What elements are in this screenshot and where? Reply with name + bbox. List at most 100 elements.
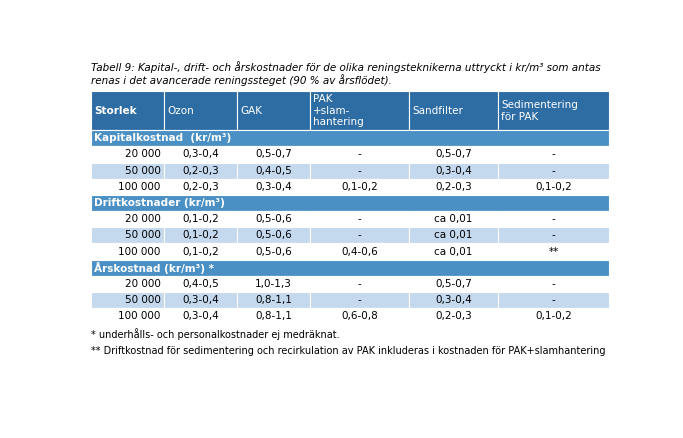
Text: ca 0,01: ca 0,01 <box>434 230 473 240</box>
Text: 50 000: 50 000 <box>125 166 161 176</box>
Text: 1,0-1,3: 1,0-1,3 <box>255 279 292 289</box>
Text: 50 000: 50 000 <box>125 230 161 240</box>
Bar <box>91 162 164 179</box>
Text: 0,5-0,6: 0,5-0,6 <box>255 214 292 224</box>
Bar <box>164 276 237 292</box>
Text: -: - <box>552 295 555 305</box>
Bar <box>310 244 409 260</box>
Text: 50 000: 50 000 <box>125 295 161 305</box>
Bar <box>164 227 237 244</box>
Text: 0,4-0,6: 0,4-0,6 <box>342 247 378 257</box>
Text: -: - <box>358 295 361 305</box>
Bar <box>164 308 237 325</box>
Text: -: - <box>552 149 555 159</box>
Text: 0,3-0,4: 0,3-0,4 <box>182 149 219 159</box>
Text: Kapitalkostnad  (kr/m³): Kapitalkostnad (kr/m³) <box>94 133 231 143</box>
Text: 0,2-0,3: 0,2-0,3 <box>435 182 472 192</box>
Text: 0,5-0,7: 0,5-0,7 <box>435 279 472 289</box>
Text: 0,5-0,6: 0,5-0,6 <box>255 247 292 257</box>
Text: 0,3-0,4: 0,3-0,4 <box>435 295 472 305</box>
Text: 0,2-0,3: 0,2-0,3 <box>182 166 219 176</box>
Bar <box>498 211 609 227</box>
Text: 0,3-0,4: 0,3-0,4 <box>182 295 219 305</box>
Text: ** Driftkostnad för sedimentering och recirkulation av PAK inkluderas i kostnade: ** Driftkostnad för sedimentering och re… <box>91 346 605 357</box>
Bar <box>409 179 498 195</box>
Bar <box>91 292 164 308</box>
Bar <box>310 92 409 130</box>
Bar <box>164 146 237 162</box>
Text: Årskostnad (kr/m³) *: Årskostnad (kr/m³) * <box>94 261 214 274</box>
Bar <box>237 162 310 179</box>
Bar <box>164 162 237 179</box>
Bar <box>91 308 164 325</box>
Bar <box>310 292 409 308</box>
Text: ca 0,01: ca 0,01 <box>434 247 473 257</box>
Text: 0,1-0,2: 0,1-0,2 <box>182 247 219 257</box>
Bar <box>409 244 498 260</box>
Bar <box>409 162 498 179</box>
Bar <box>237 244 310 260</box>
Bar <box>164 211 237 227</box>
Text: 0,6-0,8: 0,6-0,8 <box>342 311 378 321</box>
Text: 0,8-1,1: 0,8-1,1 <box>255 295 292 305</box>
Bar <box>91 146 164 162</box>
Bar <box>237 276 310 292</box>
Bar <box>310 162 409 179</box>
Text: -: - <box>358 166 361 176</box>
Text: 0,1-0,2: 0,1-0,2 <box>342 182 378 192</box>
Text: -: - <box>552 279 555 289</box>
Text: 20 000: 20 000 <box>125 214 161 224</box>
Bar <box>310 211 409 227</box>
Text: 100 000: 100 000 <box>118 311 161 321</box>
Bar <box>91 195 609 211</box>
Bar <box>310 179 409 195</box>
Bar <box>498 92 609 130</box>
Text: Driftkostnader (kr/m³): Driftkostnader (kr/m³) <box>94 198 225 208</box>
Bar <box>409 92 498 130</box>
Text: 0,3-0,4: 0,3-0,4 <box>182 311 219 321</box>
Bar <box>91 244 164 260</box>
Text: 0,4-0,5: 0,4-0,5 <box>255 166 292 176</box>
Bar <box>91 276 164 292</box>
Text: -: - <box>552 166 555 176</box>
Bar <box>237 179 310 195</box>
Text: GAK: GAK <box>240 106 262 116</box>
Bar <box>498 292 609 308</box>
Text: 0,1-0,2: 0,1-0,2 <box>535 311 572 321</box>
Text: * underhålls- och personalkostnader ej medräknat.: * underhålls- och personalkostnader ej m… <box>91 328 339 340</box>
Text: Sandfilter: Sandfilter <box>412 106 463 116</box>
Text: -: - <box>358 279 361 289</box>
Bar <box>91 227 164 244</box>
Text: -: - <box>552 214 555 224</box>
Text: 0,8-1,1: 0,8-1,1 <box>255 311 292 321</box>
Text: **: ** <box>548 247 559 257</box>
Text: 100 000: 100 000 <box>118 182 161 192</box>
Text: renas i det avancerade reningssteget (90 % av årsflödet).: renas i det avancerade reningssteget (90… <box>91 74 391 86</box>
Text: 0,3-0,4: 0,3-0,4 <box>255 182 292 192</box>
Bar <box>164 292 237 308</box>
Text: 0,2-0,3: 0,2-0,3 <box>182 182 219 192</box>
Bar <box>91 92 164 130</box>
Text: 0,1-0,2: 0,1-0,2 <box>182 214 219 224</box>
Bar <box>310 308 409 325</box>
Bar <box>409 227 498 244</box>
Bar <box>91 130 609 146</box>
Text: 0,1-0,2: 0,1-0,2 <box>182 230 219 240</box>
Bar <box>498 308 609 325</box>
Bar <box>310 146 409 162</box>
Text: PAK
+slam-
hantering: PAK +slam- hantering <box>313 94 364 127</box>
Text: 20 000: 20 000 <box>125 149 161 159</box>
Bar <box>91 179 164 195</box>
Bar <box>498 146 609 162</box>
Text: 20 000: 20 000 <box>125 279 161 289</box>
Bar <box>237 146 310 162</box>
Text: -: - <box>552 230 555 240</box>
Text: -: - <box>358 230 361 240</box>
Bar <box>237 308 310 325</box>
Bar <box>498 276 609 292</box>
Text: Tabell 9: Kapital-, drift- och årskostnader för de olika reningsteknikerna uttry: Tabell 9: Kapital-, drift- och årskostna… <box>91 61 600 73</box>
Text: 100 000: 100 000 <box>118 247 161 257</box>
Text: 0,3-0,4: 0,3-0,4 <box>435 166 472 176</box>
Text: 0,4-0,5: 0,4-0,5 <box>182 279 219 289</box>
Bar <box>310 227 409 244</box>
